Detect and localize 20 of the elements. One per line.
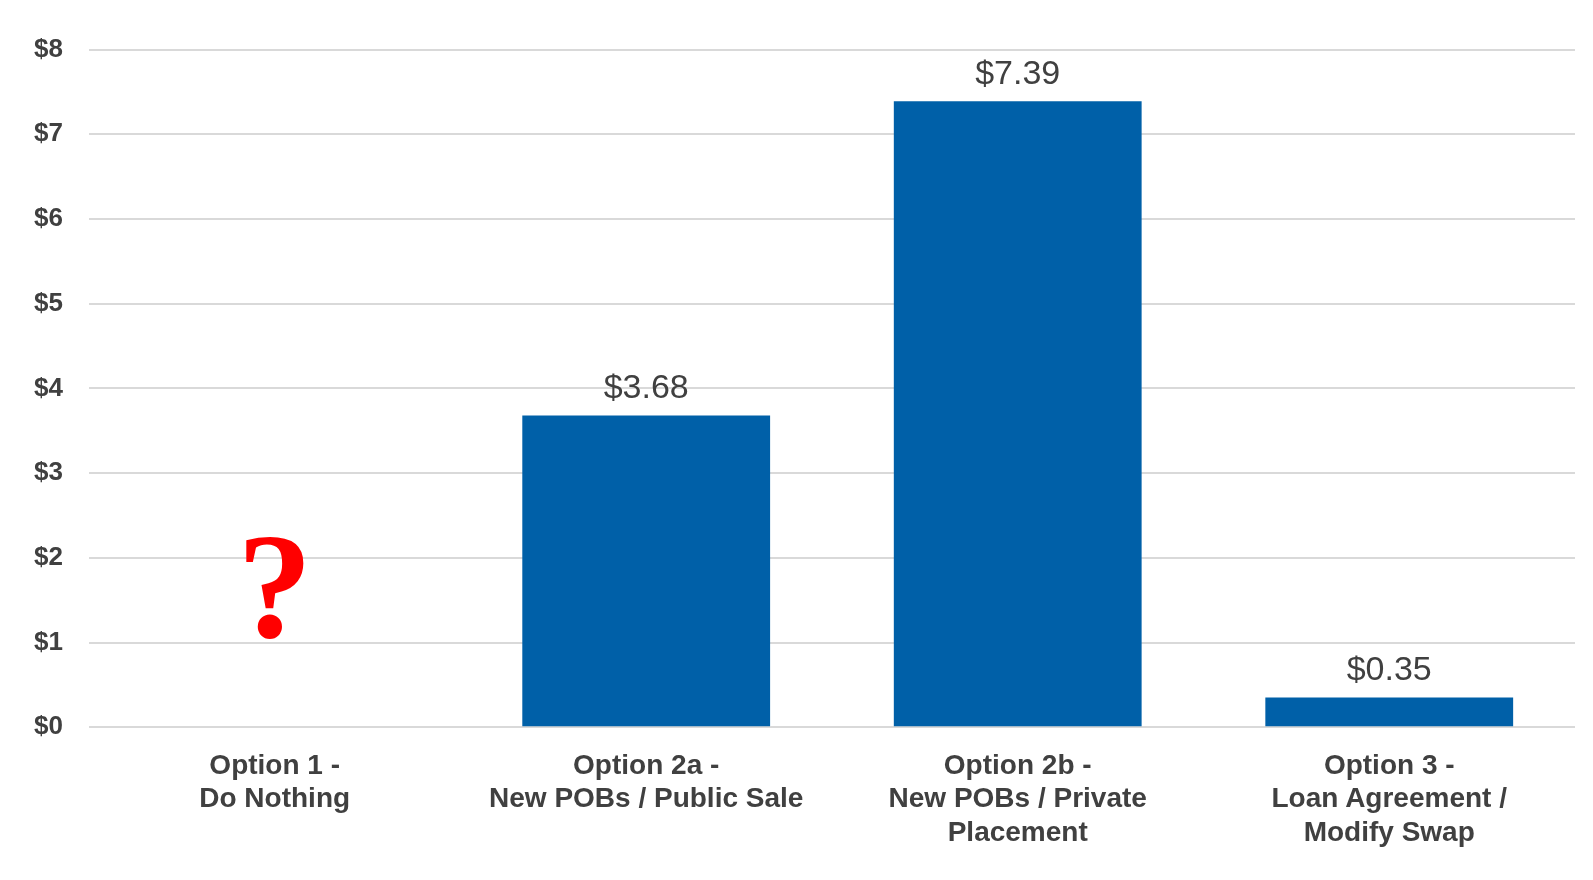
y-tick-label: $1 bbox=[34, 625, 63, 656]
y-tick-label: $3 bbox=[34, 456, 63, 487]
bar bbox=[893, 101, 1142, 727]
annotation: ? bbox=[237, 503, 313, 670]
x-tick-label: Option 2a - New POBs / Public Sale bbox=[489, 748, 804, 814]
x-tick-label: Option 3 - Loan Agreement / Modify Swap bbox=[1271, 748, 1508, 847]
x-tick-label: Option 1 - Do Nothing bbox=[199, 748, 351, 814]
x-tick-label: Option 2b - New POBs / Private Placement bbox=[888, 748, 1147, 847]
y-tick-label: $7 bbox=[34, 117, 63, 148]
bar bbox=[522, 415, 771, 727]
y-tick-label: $0 bbox=[34, 710, 63, 741]
data-label: $3.68 bbox=[603, 366, 689, 405]
bar bbox=[1265, 697, 1514, 727]
data-label: $0.35 bbox=[1346, 648, 1432, 687]
y-tick-label: $6 bbox=[34, 202, 63, 233]
y-tick-label: $4 bbox=[34, 371, 64, 402]
y-tick-label: $8 bbox=[34, 32, 63, 63]
y-tick-label: $2 bbox=[34, 540, 63, 571]
data-label: $7.39 bbox=[975, 52, 1061, 91]
y-tick-label: $5 bbox=[34, 286, 63, 317]
